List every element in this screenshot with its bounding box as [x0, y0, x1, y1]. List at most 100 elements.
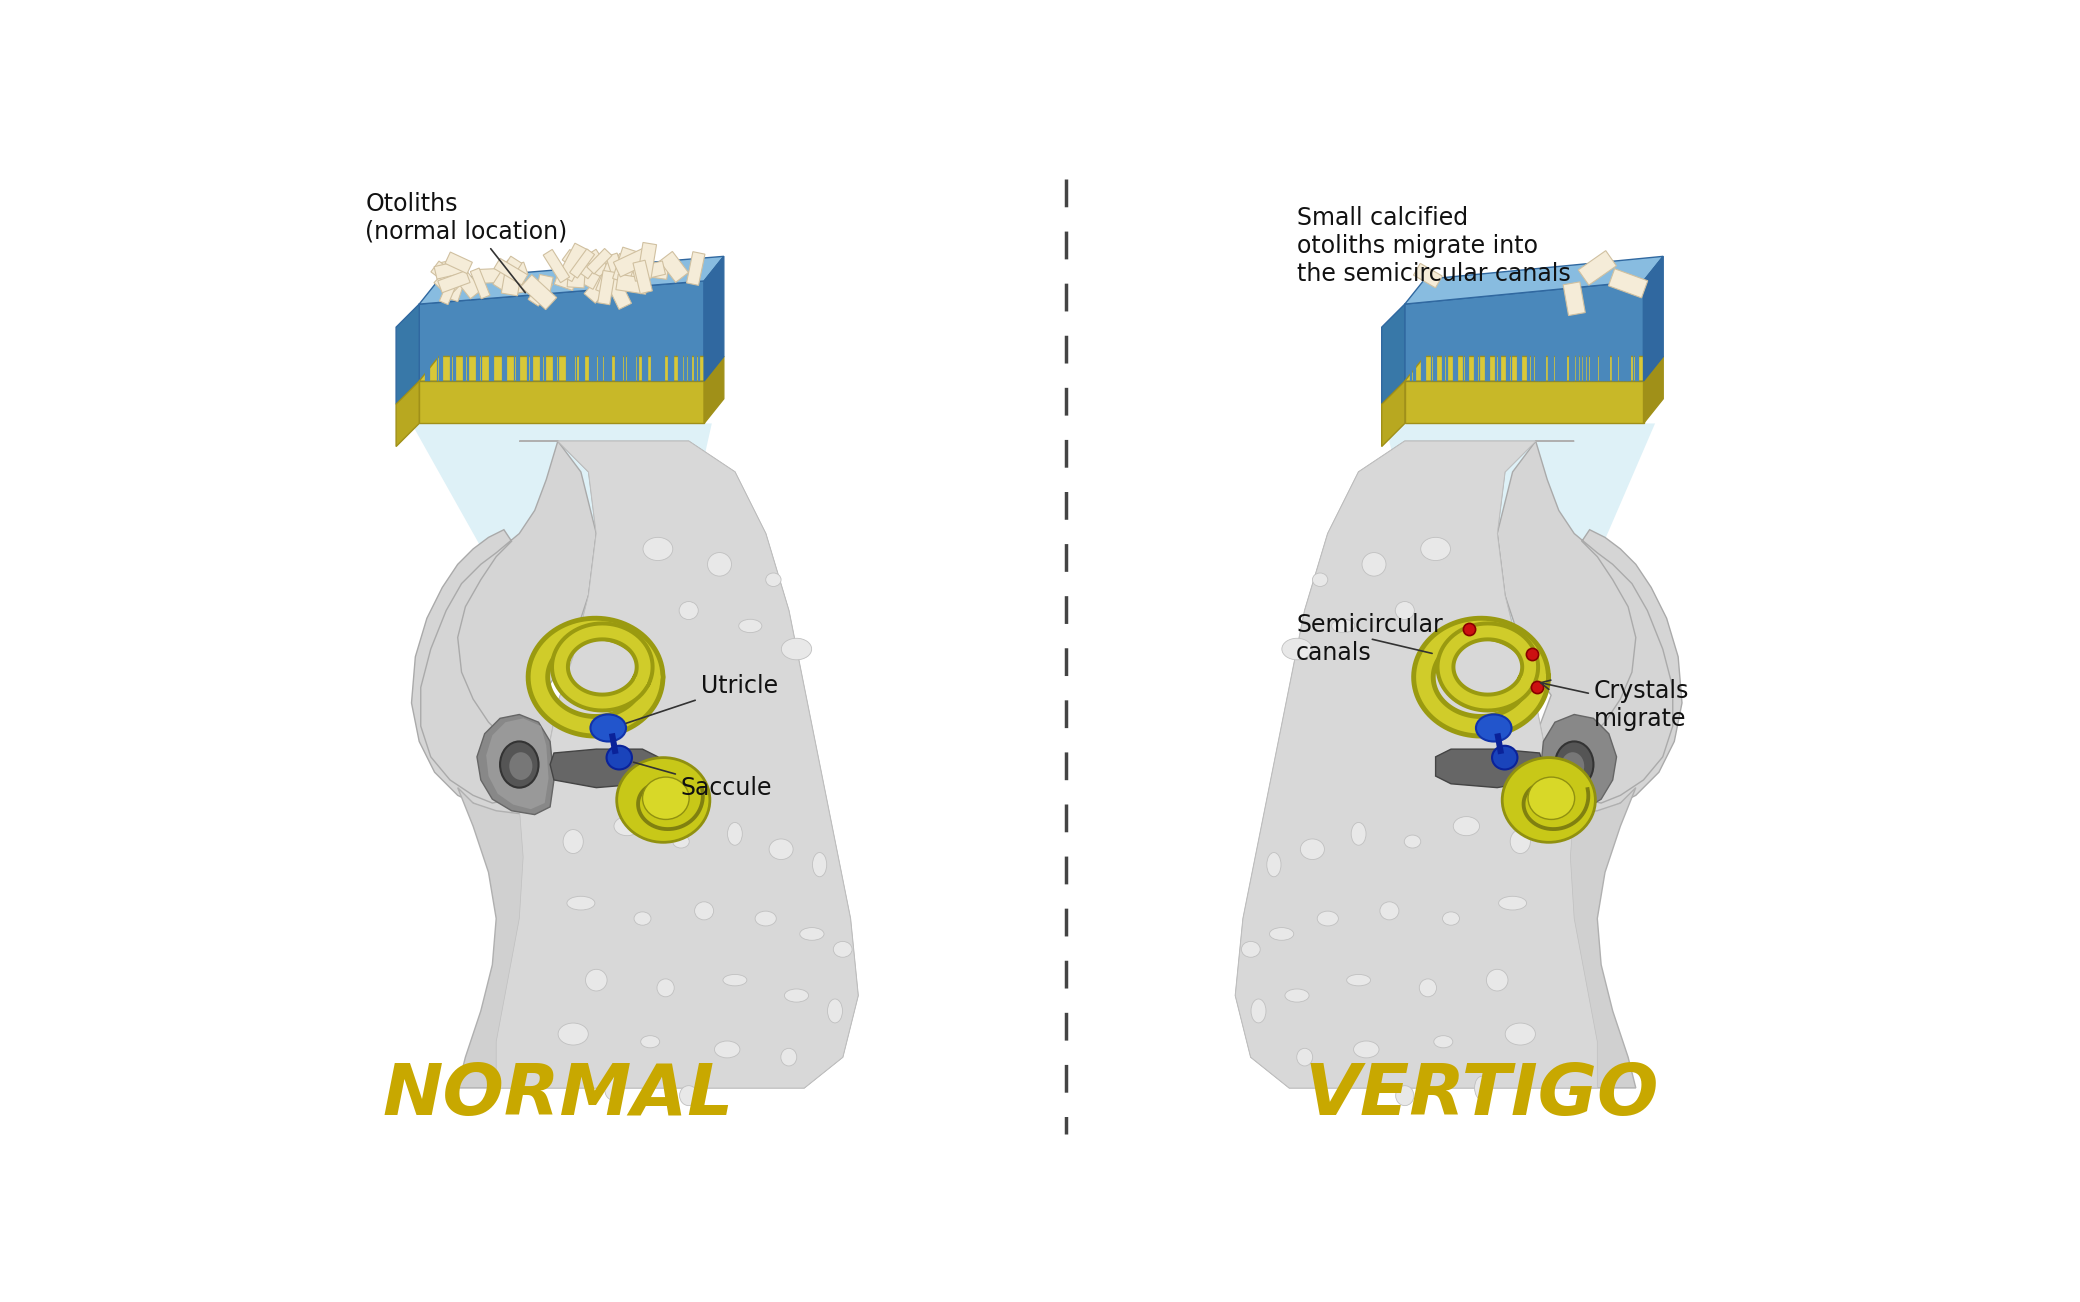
Polygon shape	[636, 242, 657, 279]
Polygon shape	[445, 253, 472, 273]
Ellipse shape	[1331, 620, 1354, 633]
Polygon shape	[543, 250, 570, 283]
Polygon shape	[616, 275, 649, 294]
Polygon shape	[705, 256, 724, 381]
Ellipse shape	[510, 753, 532, 780]
Polygon shape	[605, 253, 624, 277]
Polygon shape	[435, 273, 458, 297]
Ellipse shape	[1242, 941, 1260, 957]
Polygon shape	[537, 275, 553, 296]
Polygon shape	[686, 251, 705, 285]
Ellipse shape	[672, 835, 688, 848]
Polygon shape	[470, 268, 491, 298]
Ellipse shape	[707, 552, 732, 575]
Polygon shape	[597, 271, 616, 305]
Polygon shape	[1564, 281, 1585, 315]
Ellipse shape	[784, 990, 809, 1003]
Ellipse shape	[1300, 838, 1325, 859]
Text: Crystals
migrate: Crystals migrate	[1541, 678, 1689, 730]
Polygon shape	[458, 441, 859, 1088]
Ellipse shape	[1491, 746, 1518, 769]
Polygon shape	[549, 749, 657, 788]
Ellipse shape	[813, 853, 826, 876]
Ellipse shape	[499, 741, 539, 788]
Polygon shape	[487, 719, 549, 810]
Polygon shape	[456, 272, 483, 298]
Polygon shape	[493, 258, 528, 285]
Polygon shape	[437, 271, 470, 293]
Polygon shape	[491, 262, 528, 286]
Polygon shape	[1539, 715, 1616, 815]
Text: Utricle: Utricle	[626, 673, 778, 723]
Ellipse shape	[584, 969, 607, 991]
Polygon shape	[1435, 749, 1543, 788]
Polygon shape	[447, 272, 466, 302]
Polygon shape	[614, 254, 643, 279]
Polygon shape	[1236, 441, 1635, 1088]
Ellipse shape	[1312, 573, 1327, 586]
Ellipse shape	[1285, 990, 1308, 1003]
Polygon shape	[1579, 251, 1616, 285]
Polygon shape	[582, 249, 609, 279]
Polygon shape	[493, 256, 522, 292]
Polygon shape	[705, 357, 724, 423]
Polygon shape	[435, 260, 464, 279]
Ellipse shape	[1475, 1077, 1489, 1100]
Ellipse shape	[1396, 1086, 1414, 1105]
Ellipse shape	[780, 1048, 797, 1066]
Ellipse shape	[1362, 552, 1385, 575]
Ellipse shape	[614, 816, 641, 836]
Polygon shape	[595, 263, 622, 296]
Polygon shape	[568, 270, 584, 288]
Ellipse shape	[1352, 823, 1367, 845]
Ellipse shape	[1396, 602, 1414, 620]
Ellipse shape	[770, 838, 792, 859]
Polygon shape	[614, 249, 649, 277]
Polygon shape	[1381, 381, 1404, 447]
Polygon shape	[420, 256, 724, 305]
Ellipse shape	[1562, 753, 1585, 780]
Polygon shape	[420, 381, 705, 423]
Polygon shape	[584, 272, 614, 303]
Polygon shape	[1404, 357, 1664, 381]
Ellipse shape	[801, 927, 824, 940]
Ellipse shape	[1433, 1035, 1452, 1048]
Ellipse shape	[1487, 969, 1508, 991]
Ellipse shape	[1502, 758, 1595, 842]
Ellipse shape	[738, 620, 761, 633]
Ellipse shape	[828, 999, 842, 1023]
Ellipse shape	[1296, 1048, 1312, 1066]
Polygon shape	[576, 267, 599, 289]
Polygon shape	[1608, 268, 1647, 298]
Ellipse shape	[1404, 835, 1421, 848]
Ellipse shape	[641, 1035, 659, 1048]
Ellipse shape	[591, 715, 626, 742]
Ellipse shape	[643, 777, 688, 819]
Polygon shape	[420, 357, 724, 381]
Ellipse shape	[657, 979, 674, 997]
Ellipse shape	[1454, 816, 1479, 836]
Polygon shape	[420, 281, 705, 381]
Polygon shape	[501, 270, 522, 296]
Ellipse shape	[1267, 853, 1281, 876]
Ellipse shape	[1419, 979, 1437, 997]
Polygon shape	[601, 255, 630, 284]
Polygon shape	[659, 251, 688, 283]
Polygon shape	[497, 441, 859, 1088]
Polygon shape	[412, 423, 711, 664]
Ellipse shape	[695, 902, 713, 921]
Polygon shape	[1404, 281, 1643, 381]
Ellipse shape	[782, 638, 811, 660]
Text: VERTIGO: VERTIGO	[1304, 1061, 1660, 1130]
Ellipse shape	[1498, 896, 1527, 910]
Ellipse shape	[557, 1023, 589, 1046]
Ellipse shape	[834, 941, 853, 957]
Ellipse shape	[755, 911, 776, 926]
Ellipse shape	[564, 829, 582, 854]
Polygon shape	[395, 305, 420, 404]
Polygon shape	[560, 243, 589, 281]
Polygon shape	[431, 262, 460, 286]
Polygon shape	[412, 441, 597, 815]
Polygon shape	[632, 260, 666, 281]
Ellipse shape	[1379, 902, 1400, 921]
